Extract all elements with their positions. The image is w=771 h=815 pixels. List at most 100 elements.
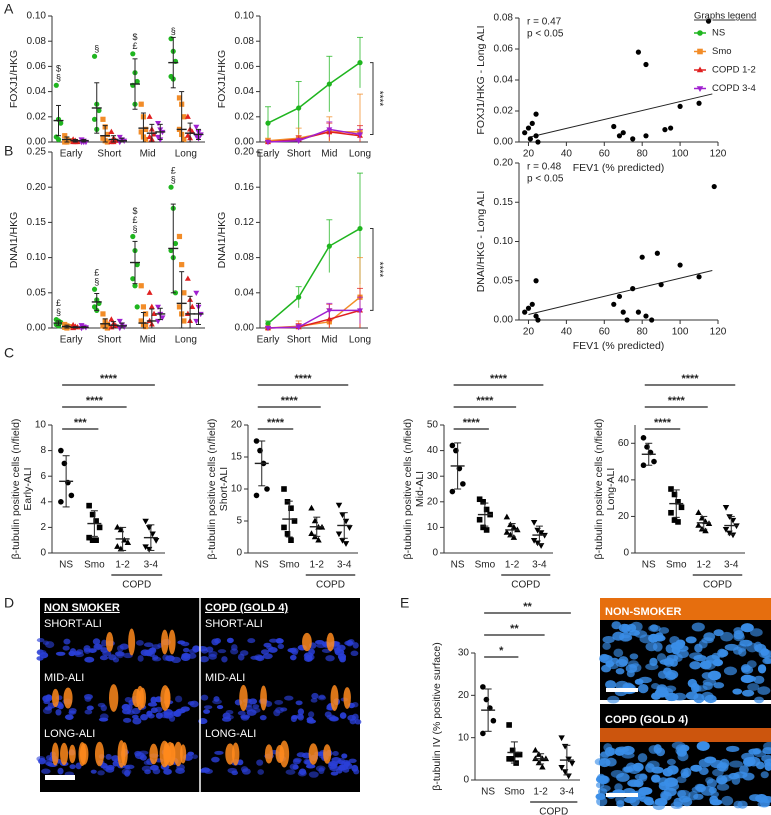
cell bbox=[203, 705, 213, 710]
y-axis-label: β-tubulin positive cells (n/field) bbox=[206, 419, 218, 560]
point bbox=[157, 137, 164, 143]
cell bbox=[187, 653, 197, 659]
point bbox=[696, 100, 702, 106]
legend-title: Graphs legend bbox=[694, 11, 756, 22]
point bbox=[155, 121, 162, 127]
cell bbox=[698, 758, 712, 768]
cell bbox=[132, 717, 142, 725]
point bbox=[143, 311, 149, 317]
cell bbox=[638, 786, 653, 796]
significance-mark: £ bbox=[132, 41, 137, 51]
cell bbox=[665, 644, 675, 654]
cell bbox=[726, 745, 740, 753]
point bbox=[649, 317, 655, 323]
cell bbox=[348, 758, 357, 763]
panel-label: B bbox=[4, 143, 13, 159]
cell bbox=[141, 765, 152, 772]
cell bbox=[97, 770, 105, 776]
cell bbox=[199, 656, 209, 663]
point bbox=[530, 537, 538, 544]
cell bbox=[263, 642, 272, 648]
y-tick-label: 0.16 bbox=[235, 182, 255, 193]
cell bbox=[117, 645, 124, 652]
cell bbox=[139, 687, 147, 709]
point bbox=[281, 486, 287, 492]
x-tick-label: 1-2 bbox=[310, 560, 325, 571]
significance-mark: £ bbox=[132, 215, 137, 225]
significance-label: **** bbox=[86, 395, 104, 407]
point bbox=[651, 458, 657, 465]
group-label: COPD bbox=[703, 580, 732, 591]
cell bbox=[200, 694, 209, 701]
y-tick-label: 10 bbox=[458, 732, 470, 743]
point bbox=[155, 304, 162, 311]
cell bbox=[208, 650, 218, 657]
x-tick-label: Long bbox=[175, 149, 197, 160]
legend-label: NS bbox=[712, 28, 725, 39]
header: NON SMOKER bbox=[44, 602, 120, 614]
cell bbox=[720, 631, 734, 642]
x-tick-label: 3-4 bbox=[144, 560, 159, 571]
chart: 0 2 4 6 8 10 β-tubulin positive cells (n/field… bbox=[10, 373, 165, 591]
point bbox=[506, 756, 512, 762]
cell bbox=[212, 699, 222, 705]
cell bbox=[147, 702, 158, 707]
cell bbox=[93, 643, 103, 651]
cell bbox=[182, 647, 190, 653]
point bbox=[513, 751, 519, 758]
cell bbox=[332, 750, 339, 756]
cell bbox=[347, 714, 357, 721]
significance-mark: § bbox=[56, 307, 61, 317]
point bbox=[677, 103, 683, 109]
panel-label: A bbox=[4, 1, 14, 17]
cell bbox=[152, 656, 162, 662]
point bbox=[296, 294, 302, 300]
cell bbox=[296, 752, 306, 758]
cell bbox=[240, 715, 250, 721]
cell bbox=[595, 775, 609, 784]
significance-mark: £ bbox=[171, 166, 176, 176]
cell bbox=[175, 767, 185, 774]
point bbox=[148, 303, 155, 309]
significance-mark: $ bbox=[132, 206, 137, 216]
point bbox=[630, 286, 636, 292]
scale-bar bbox=[606, 688, 638, 692]
cell bbox=[284, 695, 294, 701]
cell bbox=[189, 700, 199, 708]
cell bbox=[124, 764, 135, 770]
y-axis-label: DNAI/HKG - Long ALI bbox=[475, 191, 487, 293]
cell bbox=[148, 647, 157, 655]
point bbox=[176, 95, 183, 101]
y-tick-label: 0.08 bbox=[235, 252, 255, 263]
y-tick-label: 50 bbox=[427, 420, 439, 431]
cell bbox=[713, 682, 725, 689]
point bbox=[143, 126, 149, 132]
y-axis-label: β-tubulin positive cells (n/field) bbox=[10, 419, 22, 560]
x-tick-label: 40 bbox=[561, 149, 573, 160]
y-tick-label: 0.10 bbox=[235, 11, 255, 22]
cell bbox=[86, 705, 94, 711]
cell bbox=[297, 770, 307, 777]
y-tick-label: 0 bbox=[623, 548, 629, 559]
point bbox=[116, 325, 123, 332]
point bbox=[503, 513, 511, 520]
cell bbox=[292, 758, 301, 765]
point bbox=[146, 289, 153, 295]
cell bbox=[333, 641, 341, 646]
row-label: MID-ALI bbox=[205, 672, 245, 684]
x-tick-label: 60 bbox=[599, 327, 611, 338]
cell bbox=[305, 654, 313, 662]
cell bbox=[680, 768, 689, 777]
significance-label: ** bbox=[510, 623, 519, 635]
cell bbox=[165, 741, 175, 767]
cell bbox=[753, 675, 765, 684]
cell bbox=[139, 754, 147, 761]
point bbox=[533, 111, 539, 117]
cell bbox=[143, 642, 154, 648]
cell bbox=[260, 649, 270, 655]
cell bbox=[747, 683, 760, 691]
point bbox=[561, 743, 569, 750]
point bbox=[490, 717, 497, 724]
cell bbox=[701, 691, 714, 701]
y-tick-label: 60 bbox=[618, 438, 630, 449]
